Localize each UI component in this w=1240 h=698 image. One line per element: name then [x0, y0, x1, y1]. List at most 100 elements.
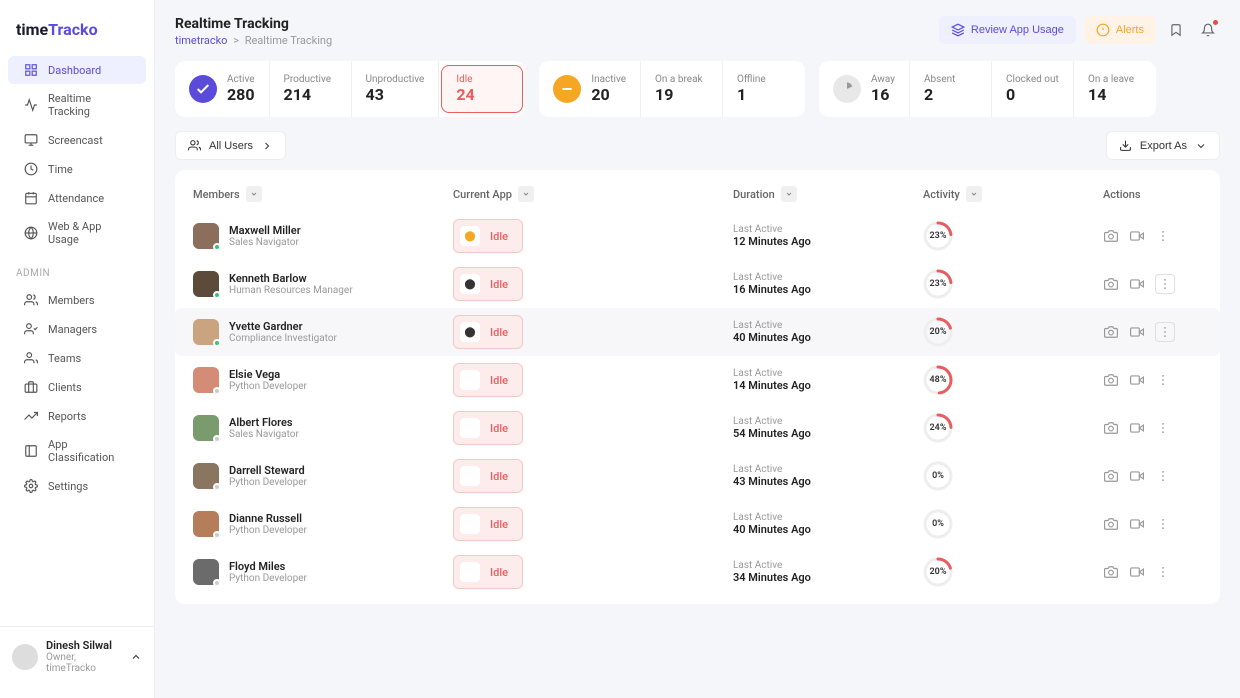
member-name: Albert Flores	[229, 416, 299, 429]
member-role: Python Developer	[229, 381, 307, 392]
table-row[interactable]: Kenneth BarlowHuman Resources Manager ⬤ …	[175, 260, 1220, 308]
table-row[interactable]: Albert FloresSales Navigator ⬤ Idle Last…	[175, 404, 1220, 452]
app-icon: ⬤	[460, 274, 480, 294]
stat-away[interactable]: Away16	[819, 61, 910, 117]
activity-filter-dd[interactable]	[966, 186, 982, 202]
activity-ring: 0%	[923, 461, 953, 491]
member-cell: Darrell StewardPython Developer	[193, 463, 453, 489]
stat-offline[interactable]: Offline1	[723, 61, 805, 117]
alerts-button[interactable]: Alerts	[1084, 16, 1156, 44]
nav-label: Screencast	[48, 134, 103, 147]
more-action[interactable]	[1155, 564, 1171, 580]
more-action[interactable]	[1155, 420, 1171, 436]
crumb-root[interactable]: timetracko	[175, 34, 227, 47]
stat-clocked-out[interactable]: Clocked out0	[992, 61, 1074, 117]
duration-cell: Last Active 40 Minutes Ago	[733, 512, 923, 536]
video-action[interactable]	[1129, 420, 1145, 436]
user-name: Dinesh Silwal	[46, 639, 122, 652]
bookmark-button[interactable]	[1164, 18, 1188, 42]
actions-cell	[1103, 420, 1233, 436]
stat-on-a-leave[interactable]: On a leave14	[1074, 61, 1156, 117]
screenshot-action[interactable]	[1103, 276, 1119, 292]
stat-unproductive[interactable]: Unproductive43	[352, 61, 440, 117]
screenshot-action[interactable]	[1103, 372, 1119, 388]
stat-productive[interactable]: Productive214	[270, 61, 352, 117]
screenshot-action[interactable]	[1103, 468, 1119, 484]
stat-label: Productive	[284, 74, 331, 85]
notifications-button[interactable]	[1196, 18, 1220, 42]
nav-item-dashboard[interactable]: Dashboard	[8, 56, 146, 84]
app-filter-dd[interactable]	[518, 186, 534, 202]
logo-part2: Tracko	[48, 20, 97, 39]
video-action[interactable]	[1129, 324, 1145, 340]
video-action[interactable]	[1129, 468, 1145, 484]
activity-ring: 23%	[923, 269, 953, 299]
stat-idle[interactable]: Idle24	[441, 65, 523, 113]
video-action[interactable]	[1129, 516, 1145, 532]
members-filter-dd[interactable]	[246, 186, 262, 202]
member-name: Yvette Gardner	[229, 320, 337, 333]
sidebar-user[interactable]: Dinesh Silwal Owner, timeTracko	[0, 626, 154, 698]
nav-item-app-classification[interactable]: App Classification	[8, 431, 146, 471]
chevron-down-icon	[1195, 140, 1207, 152]
activity-cell: 24%	[923, 413, 1103, 443]
member-cell: Floyd MilesPython Developer	[193, 559, 453, 585]
nav-item-web-app-usage[interactable]: Web & App Usage	[8, 213, 146, 253]
nav-label: Time	[48, 163, 73, 176]
member-avatar	[193, 271, 219, 297]
stat-absent[interactable]: Absent2	[910, 61, 992, 117]
review-app-usage-button[interactable]: Review App Usage	[939, 16, 1076, 44]
table-row[interactable]: Elsie VegaPython Developer ⬤ Idle Last A…	[175, 356, 1220, 404]
screenshot-action[interactable]	[1103, 564, 1119, 580]
video-action[interactable]	[1129, 276, 1145, 292]
nav-label: Realtime Tracking	[48, 92, 130, 118]
more-action[interactable]	[1155, 228, 1171, 244]
stat-on-a-break[interactable]: On a break19	[641, 61, 723, 117]
screenshot-action[interactable]	[1103, 420, 1119, 436]
nav-item-attendance[interactable]: Attendance	[8, 184, 146, 212]
stat-inactive[interactable]: Inactive20	[539, 61, 641, 117]
table-row[interactable]: Maxwell MillerSales Navigator ⬤ Idle Las…	[175, 212, 1220, 260]
more-action[interactable]	[1155, 274, 1175, 294]
nav-item-settings[interactable]: Settings	[8, 472, 146, 500]
nav-item-clients[interactable]: Clients	[8, 373, 146, 401]
app-status-pill: ⬤ Idle	[453, 555, 523, 589]
more-action[interactable]	[1155, 372, 1171, 388]
video-action[interactable]	[1129, 372, 1145, 388]
nav-item-reports[interactable]: Reports	[8, 402, 146, 430]
duration-cell: Last Active 34 Minutes Ago	[733, 560, 923, 584]
table-row[interactable]: Dianne RussellPython Developer ⬤ Idle La…	[175, 500, 1220, 548]
stat-value: 16	[871, 85, 895, 104]
table-row[interactable]: Yvette GardnerCompliance Investigator ⬤ …	[175, 308, 1220, 356]
bell-icon	[1201, 23, 1215, 37]
stat-label: Offline	[737, 74, 766, 85]
stat-label: Absent	[924, 74, 955, 85]
screenshot-action[interactable]	[1103, 324, 1119, 340]
activity-ring: 20%	[923, 557, 953, 587]
video-action[interactable]	[1129, 564, 1145, 580]
nav-item-members[interactable]: Members	[8, 286, 146, 314]
stat-label: Inactive	[591, 74, 626, 85]
nav-item-teams[interactable]: Teams	[8, 344, 146, 372]
duration-filter-dd[interactable]	[781, 186, 797, 202]
screenshot-action[interactable]	[1103, 228, 1119, 244]
nav-item-realtime-tracking[interactable]: Realtime Tracking	[8, 85, 146, 125]
more-action[interactable]	[1155, 468, 1171, 484]
activity-percent: 20%	[923, 557, 953, 587]
bookmark-icon	[1169, 23, 1183, 37]
nav-item-time[interactable]: Time	[8, 155, 146, 183]
screenshot-action[interactable]	[1103, 516, 1119, 532]
nav-item-screencast[interactable]: Screencast	[8, 126, 146, 154]
video-action[interactable]	[1129, 228, 1145, 244]
more-action[interactable]	[1155, 516, 1171, 532]
stat-active[interactable]: Active280	[175, 61, 270, 117]
user-info: Dinesh Silwal Owner, timeTracko	[46, 639, 122, 674]
sidebar: timeTracko DashboardRealtime TrackingScr…	[0, 0, 155, 698]
nav-item-managers[interactable]: Managers	[8, 315, 146, 343]
table-row[interactable]: Darrell StewardPython Developer ⬤ Idle L…	[175, 452, 1220, 500]
table-row[interactable]: Floyd MilesPython Developer ⬤ Idle Last …	[175, 548, 1220, 596]
export-button[interactable]: Export As	[1106, 131, 1220, 160]
duration-value: 40 Minutes Ago	[733, 331, 923, 344]
more-action[interactable]	[1155, 322, 1175, 342]
all-users-filter[interactable]: All Users	[175, 131, 286, 160]
